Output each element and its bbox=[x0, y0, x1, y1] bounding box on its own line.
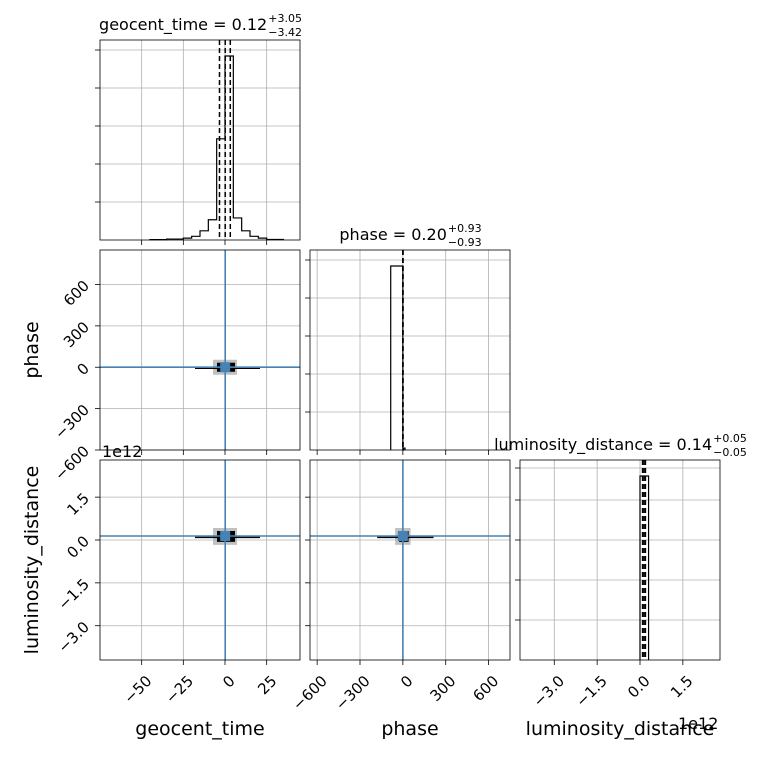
title-geocent-time-main: geocent_time = 0.12 bbox=[99, 15, 267, 35]
geocent-distance-frame bbox=[99, 459, 301, 661]
y-tick-label-luminosity-distance: −3.0 bbox=[54, 618, 92, 656]
title-phase-plus: +0.93 bbox=[448, 222, 482, 235]
geocent-time-hist-frame bbox=[99, 39, 301, 241]
title-luminosity-distance-minus: −0.05 bbox=[713, 446, 747, 459]
y-offset-label: 1e12 bbox=[102, 442, 142, 461]
title-geocent-time: geocent_time = 0.12 +3.05−3.42 bbox=[99, 12, 302, 39]
x-offset-label: 1e12 bbox=[678, 714, 718, 733]
x-tick-label-phase: 600 bbox=[469, 672, 502, 705]
phase-distance-truth-marker bbox=[397, 531, 408, 541]
title-luminosity-distance-plus: +0.05 bbox=[713, 432, 747, 445]
y-tick-label-phase: −600 bbox=[51, 442, 93, 484]
x-tick-label-phase: −300 bbox=[332, 672, 374, 714]
ticks-layer bbox=[95, 49, 684, 665]
phase-hist-frame bbox=[309, 249, 511, 451]
y-tick-label-phase: 0 bbox=[73, 359, 92, 378]
y-tick-label-phase: 300 bbox=[60, 318, 93, 351]
x-tick-label-geocent-time: −25 bbox=[162, 672, 197, 707]
x-tick-label-geocent-time: 0 bbox=[219, 672, 238, 691]
x-axis-label-geocent-time: geocent_time bbox=[135, 718, 264, 740]
x-tick-label-luminosity-distance: −3.0 bbox=[530, 672, 568, 710]
y-tick-label-luminosity-distance: −1.5 bbox=[54, 575, 92, 613]
x-tick-label-geocent-time: 25 bbox=[254, 672, 280, 698]
geocent-phase-truth-marker bbox=[220, 362, 231, 373]
y-tick-label-luminosity-distance: 0.0 bbox=[63, 532, 93, 562]
y-tick-label-phase: 600 bbox=[60, 277, 93, 310]
luminosity-distance-hist-frame bbox=[519, 459, 721, 661]
x-axis-label-luminosity-distance: luminosity_distance bbox=[526, 718, 715, 740]
x-tick-label-phase: −600 bbox=[289, 672, 331, 714]
x-tick-label-geocent-time: −50 bbox=[120, 672, 155, 707]
x-tick-label-luminosity-distance: 0.0 bbox=[624, 672, 654, 702]
x-tick-label-phase: 300 bbox=[426, 672, 459, 705]
y-tick-label-luminosity-distance: 1.5 bbox=[63, 489, 93, 519]
x-tick-label-phase: 0 bbox=[397, 672, 416, 691]
geocent-distance-truth-marker bbox=[220, 531, 231, 541]
x-tick-label-luminosity-distance: 1.5 bbox=[667, 672, 697, 702]
phase-distance-frame bbox=[309, 459, 511, 661]
y-axis-label-luminosity-distance: luminosity_distance bbox=[21, 466, 43, 655]
title-phase: phase = 0.20 +0.93−0.93 bbox=[339, 222, 481, 249]
frames-layer bbox=[99, 39, 721, 661]
title-geocent-time-minus: −3.42 bbox=[268, 26, 302, 39]
text-layer: −50 −25 0 25 −600 −300 0 300 600 −3.0 −1.5 0.0 1.5−6… bbox=[21, 12, 747, 740]
x-axis-label-phase: phase bbox=[381, 718, 438, 740]
data-layer bbox=[100, 40, 650, 660]
title-phase-main: phase = 0.20 bbox=[339, 225, 446, 244]
grid-layer bbox=[100, 40, 720, 660]
geocent-time-histogram bbox=[149, 55, 284, 241]
title-phase-minus: −0.93 bbox=[448, 236, 482, 249]
geocent-phase-frame bbox=[99, 249, 301, 451]
title-luminosity-distance: luminosity_distance = 0.14 +0.05−0.05 bbox=[494, 432, 747, 459]
y-axis-label-phase: phase bbox=[21, 321, 43, 378]
x-tick-label-luminosity-distance: −1.5 bbox=[572, 672, 610, 710]
y-tick-label-phase: −300 bbox=[51, 401, 93, 443]
title-geocent-time-plus: +3.05 bbox=[268, 12, 302, 25]
title-luminosity-distance-main: luminosity_distance = 0.14 bbox=[494, 435, 712, 455]
